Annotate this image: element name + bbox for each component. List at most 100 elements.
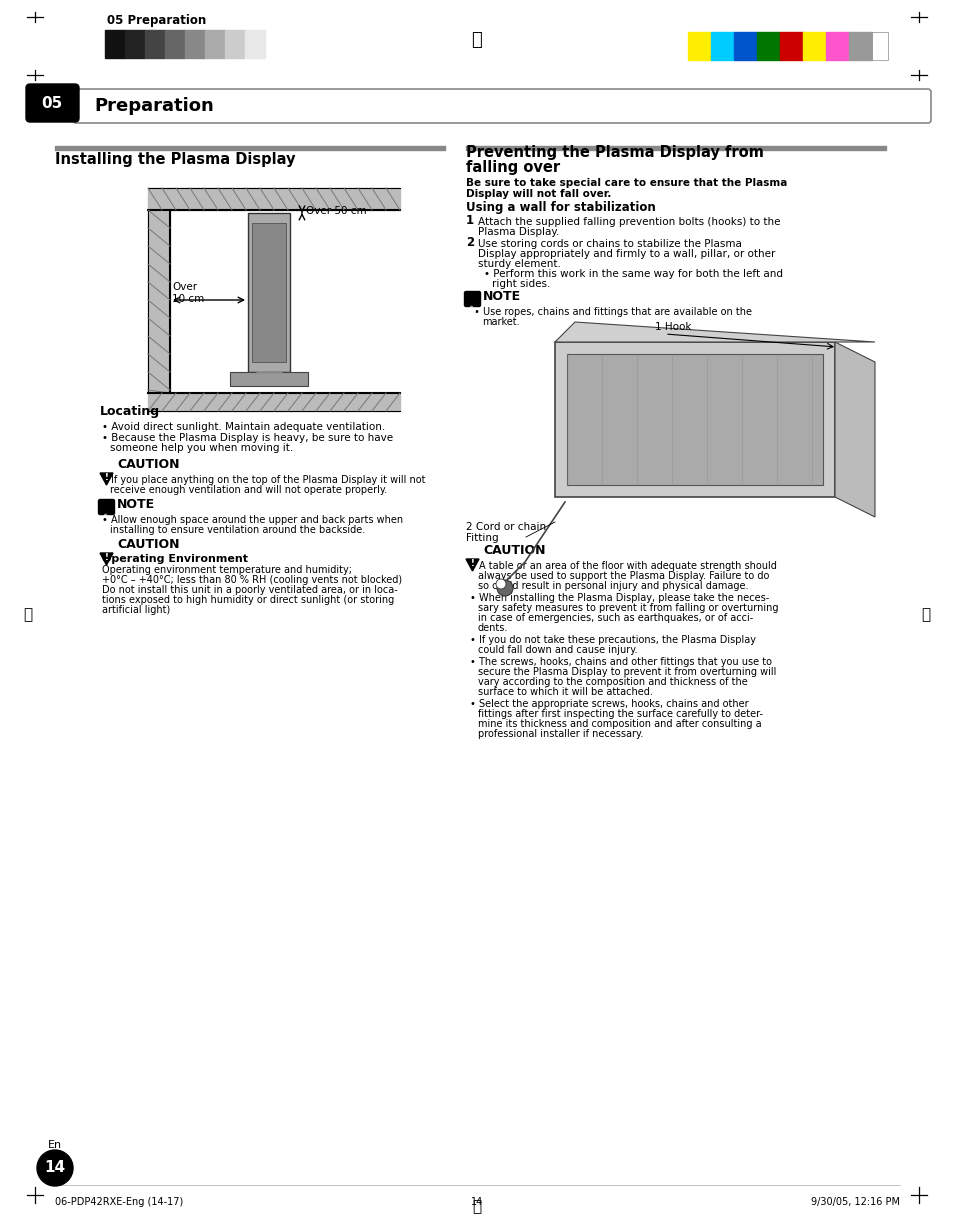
Text: 2: 2 [465, 236, 474, 249]
Text: Operating environment temperature and humidity;: Operating environment temperature and hu… [102, 565, 352, 575]
Text: 9/30/05, 12:16 PM: 9/30/05, 12:16 PM [810, 1197, 899, 1208]
Text: artificial light): artificial light) [102, 604, 170, 615]
FancyBboxPatch shape [26, 84, 79, 122]
Text: Fitting: Fitting [465, 534, 498, 543]
Text: !: ! [105, 473, 109, 481]
Text: 2 Cord or chain: 2 Cord or chain [465, 523, 545, 532]
Text: Display appropriately and firmly to a wall, pillar, or other: Display appropriately and firmly to a wa… [477, 249, 775, 259]
Text: secure the Plasma Display to prevent it from overturning will: secure the Plasma Display to prevent it … [477, 667, 776, 676]
Text: ⌖: ⌖ [471, 31, 482, 49]
Text: • A table or an area of the floor with adequate strength should: • A table or an area of the floor with a… [470, 560, 776, 571]
Polygon shape [100, 473, 112, 485]
Text: • Perform this work in the same way for both the left and: • Perform this work in the same way for … [483, 269, 782, 280]
Text: Operating Environment: Operating Environment [102, 554, 248, 564]
Bar [555, 342, 834, 497]
Text: Use storing cords or chains to stabilize the Plasma: Use storing cords or chains to stabilize… [477, 239, 741, 249]
Text: tions exposed to high humidity or direct sunlight (or storing: tions exposed to high humidity or direct… [102, 595, 394, 604]
Text: Display will not fall over.: Display will not fall over. [465, 189, 611, 199]
Text: Over: Over [172, 282, 197, 292]
Text: Using a wall for stabilization: Using a wall for stabilization [465, 201, 655, 214]
Text: dents.: dents. [477, 623, 508, 632]
Circle shape [497, 580, 513, 596]
Text: Plasma Display.: Plasma Display. [477, 227, 558, 237]
Text: mine its thickness and composition and after consulting a: mine its thickness and composition and a… [477, 719, 760, 729]
Bar [148, 188, 399, 210]
Bar [105, 31, 125, 59]
Bar [225, 31, 245, 59]
Text: • If you place anything on the top of the Plasma Display it will not: • If you place anything on the top of th… [102, 475, 425, 485]
Text: NOTE: NOTE [117, 498, 155, 512]
Text: so could result in personal injury and physical damage.: so could result in personal injury and p… [477, 581, 748, 591]
Text: 10 cm: 10 cm [172, 294, 204, 304]
Bar [848, 32, 871, 60]
Text: !: ! [105, 552, 109, 562]
Text: 1: 1 [465, 214, 474, 227]
Text: vary according to the composition and thickness of the: vary according to the composition and th… [477, 676, 747, 687]
Text: • Use ropes, chains and fittings that are available on the: • Use ropes, chains and fittings that ar… [474, 306, 751, 317]
Text: ✎: ✎ [102, 513, 111, 523]
Text: • When installing the Plasma Display, please take the neces-: • When installing the Plasma Display, pl… [470, 593, 768, 603]
Text: Do not install this unit in a poorly ventilated area, or in loca-: Do not install this unit in a poorly ven… [102, 585, 397, 595]
Text: Be sure to take special care to ensure that the Plasma: Be sure to take special care to ensure t… [465, 178, 786, 188]
Text: Installing the Plasma Display: Installing the Plasma Display [55, 151, 295, 167]
Text: always be used to support the Plasma Display. Failure to do: always be used to support the Plasma Dis… [477, 571, 768, 581]
Bar [733, 32, 757, 60]
Bar [687, 32, 710, 60]
Text: receive enough ventilation and will not operate properly.: receive enough ventilation and will not … [110, 485, 387, 495]
Text: ⌖: ⌖ [24, 608, 32, 623]
Text: ✎: ✎ [468, 305, 476, 315]
Text: in case of emergencies, such as earthquakes, or of acci-: in case of emergencies, such as earthqua… [477, 613, 753, 623]
Bar [248, 212, 290, 372]
Text: +0°C – +40°C; less than 80 % RH (cooling vents not blocked): +0°C – +40°C; less than 80 % RH (cooling… [102, 575, 402, 585]
Bar [230, 372, 308, 386]
Text: professional installer if necessary.: professional installer if necessary. [477, 729, 642, 739]
Bar [165, 31, 185, 59]
Text: 1 Hook: 1 Hook [655, 322, 691, 332]
Circle shape [496, 579, 505, 589]
Text: ⌖: ⌖ [921, 608, 929, 623]
Circle shape [37, 1150, 73, 1186]
Bar [780, 32, 802, 60]
Bar [125, 31, 145, 59]
Text: fittings after first inspecting the surface carefully to deter-: fittings after first inspecting the surf… [477, 709, 762, 719]
FancyBboxPatch shape [464, 292, 480, 306]
FancyBboxPatch shape [73, 89, 930, 123]
Text: • The screws, hooks, chains and other fittings that you use to: • The screws, hooks, chains and other fi… [470, 657, 771, 667]
Polygon shape [834, 342, 874, 516]
Bar [871, 32, 887, 60]
Bar [802, 32, 825, 60]
Bar [566, 354, 822, 485]
Text: installing to ensure ventilation around the backside.: installing to ensure ventilation around … [110, 525, 365, 535]
Polygon shape [555, 322, 874, 342]
Text: could fall down and cause injury.: could fall down and cause injury. [477, 645, 637, 654]
Polygon shape [465, 559, 478, 571]
Text: 05 Preparation: 05 Preparation [107, 13, 206, 27]
Text: market.: market. [481, 317, 519, 327]
Text: • Allow enough space around the upper and back parts when: • Allow enough space around the upper an… [102, 515, 403, 525]
Text: CAUTION: CAUTION [117, 538, 179, 551]
Bar [185, 31, 205, 59]
FancyBboxPatch shape [98, 499, 114, 514]
Polygon shape [100, 553, 112, 565]
Text: CAUTION: CAUTION [117, 458, 179, 471]
Text: • Avoid direct sunlight. Maintain adequate ventilation.: • Avoid direct sunlight. Maintain adequa… [102, 422, 385, 432]
Bar [148, 210, 170, 393]
Text: surface to which it will be attached.: surface to which it will be attached. [477, 687, 652, 697]
Text: NOTE: NOTE [482, 291, 520, 303]
Bar [148, 393, 399, 411]
Text: CAUTION: CAUTION [482, 545, 545, 557]
Text: sary safety measures to prevent it from falling or overturning: sary safety measures to prevent it from … [477, 603, 778, 613]
Text: • Select the appropriate screws, hooks, chains and other: • Select the appropriate screws, hooks, … [470, 698, 748, 709]
Bar [757, 32, 780, 60]
Bar [252, 223, 286, 361]
Text: someone help you when moving it.: someone help you when moving it. [110, 443, 293, 453]
Bar [710, 32, 733, 60]
Text: 05: 05 [41, 95, 63, 110]
Text: • Because the Plasma Display is heavy, be sure to have: • Because the Plasma Display is heavy, b… [102, 433, 393, 443]
Text: Over 50 cm: Over 50 cm [306, 206, 366, 216]
Text: • If you do not take these precautions, the Plasma Display: • If you do not take these precautions, … [470, 635, 755, 645]
Bar [205, 31, 225, 59]
Text: 14: 14 [471, 1197, 482, 1208]
Text: Locating: Locating [100, 405, 160, 418]
Text: 14: 14 [45, 1160, 66, 1176]
